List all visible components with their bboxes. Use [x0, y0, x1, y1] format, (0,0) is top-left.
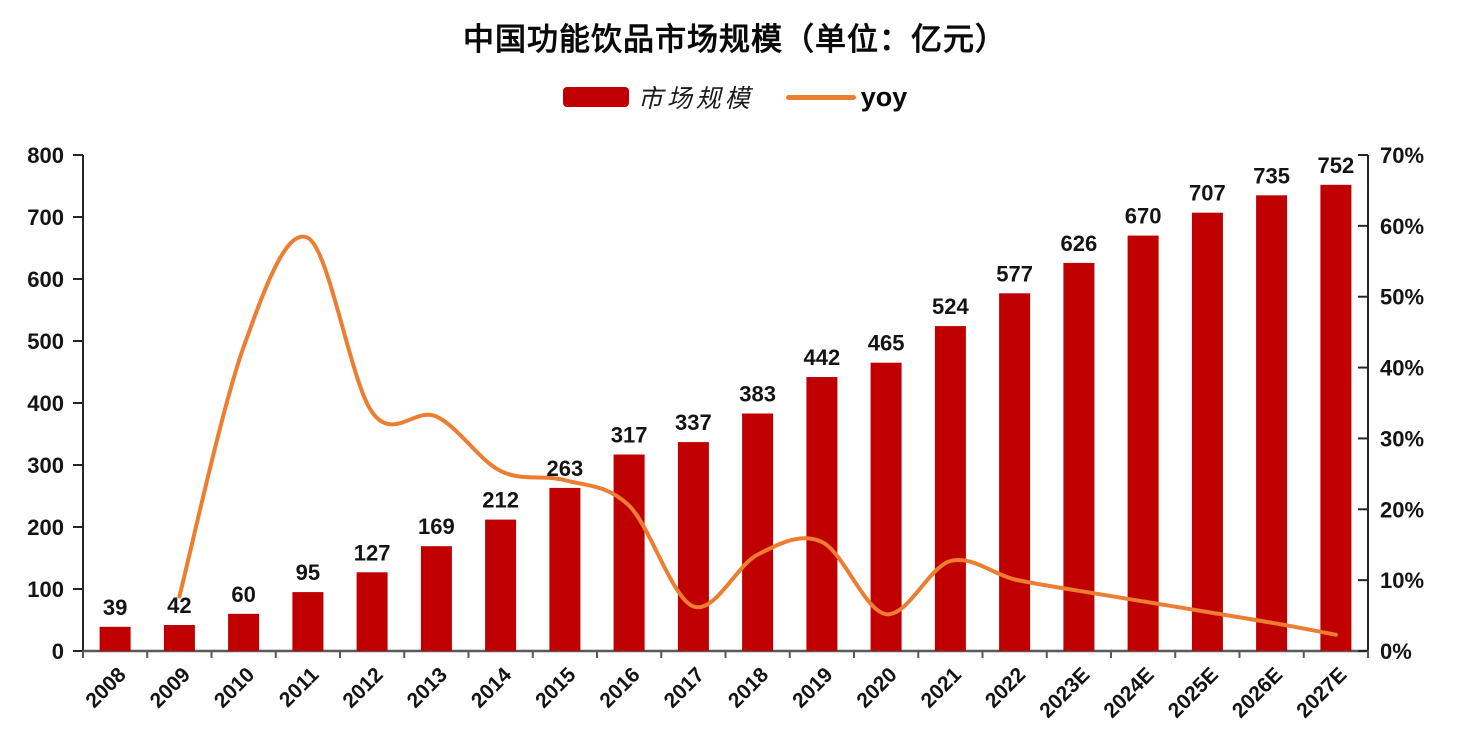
left-axis-tick-label: 500 [27, 329, 64, 354]
bar-2024E [1127, 235, 1159, 651]
x-axis-label: 2016 [595, 663, 644, 712]
bar-value-label: 383 [739, 382, 776, 407]
right-axis-tick-label: 10% [1380, 568, 1424, 593]
legend-label-yoy: yoy [860, 81, 908, 112]
x-axis-label: 2022 [981, 663, 1030, 712]
x-axis-label: 2010 [210, 663, 259, 712]
bar-2025E [1191, 212, 1223, 651]
bar-2009 [163, 625, 195, 651]
bar-2023E [1063, 262, 1095, 651]
bar-value-label: 60 [231, 582, 255, 607]
x-axis-label: 2012 [338, 663, 387, 712]
bar-value-label: 735 [1253, 163, 1290, 188]
x-axis-label: 2009 [146, 663, 195, 712]
bar-value-label: 127 [354, 540, 391, 565]
legend-line-swatch [785, 94, 856, 100]
legend-item-market-size: 市场规模 [562, 79, 754, 115]
bar-2021 [934, 326, 966, 651]
left-axis-tick-label: 200 [27, 515, 64, 540]
bar-2008 [99, 626, 131, 651]
bar-2015 [549, 487, 581, 651]
bar-value-label: 42 [167, 593, 191, 618]
x-axis-label: 2027E [1292, 663, 1351, 722]
left-axis-tick-label: 300 [27, 453, 64, 478]
right-axis-tick-label: 20% [1380, 497, 1424, 522]
legend-bar-swatch [562, 87, 629, 107]
bar-2012 [356, 572, 388, 651]
bar-2019 [806, 377, 838, 651]
bar-value-label: 212 [482, 488, 519, 513]
bar-2013 [420, 546, 452, 651]
bar-value-label: 95 [296, 560, 320, 585]
bar-2010 [228, 613, 260, 651]
left-axis-tick-label: 700 [27, 205, 64, 230]
left-axis-tick-label: 600 [27, 267, 64, 292]
bar-value-label: 670 [1125, 204, 1162, 229]
x-axis-label: 2015 [531, 663, 581, 713]
right-axis-tick-label: 50% [1380, 285, 1424, 310]
legend-label-market-size: 市场规模 [637, 84, 754, 113]
yoy-line [177, 234, 1338, 637]
bar-2016 [613, 454, 645, 651]
x-axis-label: 2025E [1164, 663, 1223, 722]
x-axis-label: 2018 [724, 663, 774, 713]
legend-item-yoy: yoy [785, 81, 908, 113]
x-axis-label: 2020 [852, 663, 901, 712]
bar-value-label: 524 [932, 294, 969, 319]
x-axis-label: 2026E [1228, 663, 1287, 722]
x-axis-label: 2021 [917, 663, 967, 713]
bar-2022 [999, 293, 1031, 651]
right-axis-tick-label: 40% [1380, 356, 1424, 381]
x-axis-label: 2023E [1035, 663, 1094, 722]
bar-value-label: 465 [868, 331, 905, 356]
left-axis-tick-label: 0 [52, 639, 64, 664]
bar-value-label: 169 [418, 514, 455, 539]
x-axis-label: 2019 [788, 663, 837, 712]
chart-title: 中国功能饮品市场规模（单位：亿元） [463, 22, 1007, 57]
bar-value-label: 337 [675, 410, 712, 435]
bar-value-label: 577 [996, 261, 1033, 286]
bar-value-label: 317 [611, 423, 648, 448]
bar-value-label: 707 [1189, 181, 1226, 206]
x-axis-label: 2013 [403, 663, 452, 712]
left-axis-tick-label: 100 [27, 577, 64, 602]
x-axis-label: 2008 [81, 663, 131, 713]
x-axis-label: 2017 [660, 663, 709, 712]
right-axis-tick-label: 60% [1380, 214, 1424, 239]
left-axis-tick-label: 800 [27, 143, 64, 168]
x-axis-label: 2014 [467, 663, 517, 713]
right-axis-tick-label: 0% [1380, 639, 1412, 664]
bar-2014 [485, 519, 517, 651]
bar-2027E [1320, 184, 1352, 652]
legend: 市场规模 yoy [0, 79, 1470, 115]
x-axis-label: 2024E [1099, 663, 1158, 722]
bar-value-label: 263 [547, 456, 584, 481]
bar-2017 [677, 442, 709, 651]
bar-value-label: 442 [804, 345, 841, 370]
bar-2018 [742, 413, 774, 651]
bar-2026E [1256, 195, 1288, 652]
bar-value-label: 626 [1061, 231, 1098, 256]
bar-2020 [870, 362, 902, 651]
bar-value-label: 752 [1318, 153, 1355, 178]
right-axis-tick-label: 30% [1380, 426, 1424, 451]
left-axis-tick-label: 400 [27, 391, 64, 416]
bar-value-label: 39 [103, 595, 127, 620]
bar-2011 [292, 592, 324, 651]
right-axis-tick-label: 70% [1380, 143, 1424, 168]
x-axis-label: 2011 [275, 663, 324, 712]
